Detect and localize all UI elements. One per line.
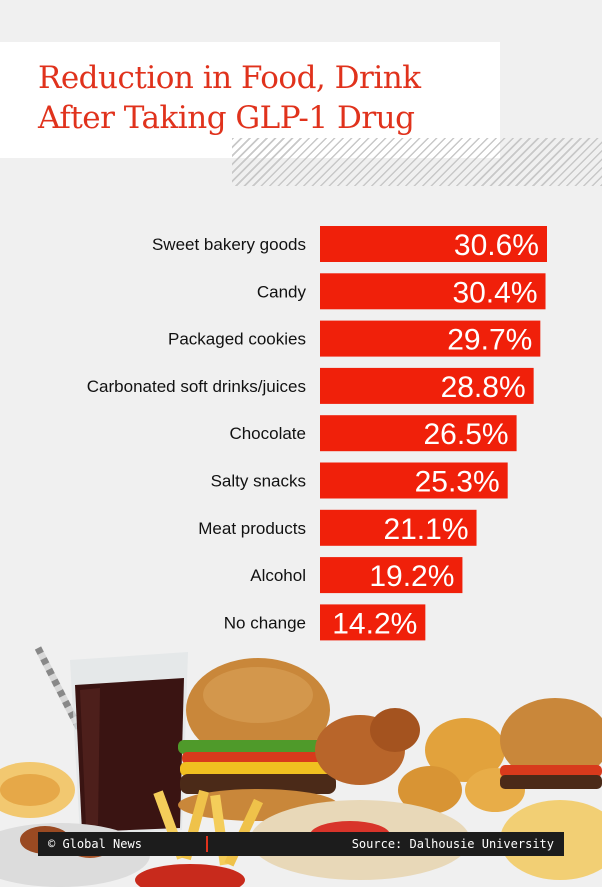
category-label: Meat products [198, 519, 306, 538]
category-label: Chocolate [229, 424, 306, 443]
category-label: Salty snacks [211, 472, 306, 491]
category-label: Sweet bakery goods [152, 235, 306, 254]
title-line-2: After Taking GLP-1 Drug [38, 100, 415, 136]
bar [320, 226, 547, 262]
footer-bar: © Global News Source: Dalhousie Universi… [38, 832, 564, 856]
value-label: 26.5% [424, 418, 509, 451]
category-label: Packaged cookies [168, 330, 306, 349]
value-label: 19.2% [369, 560, 454, 593]
value-label: 30.6% [454, 229, 539, 262]
bar [320, 415, 517, 452]
bar [320, 273, 546, 310]
value-label: 30.4% [452, 276, 537, 309]
source-text: Source: Dalhousie University [351, 837, 554, 851]
category-label: No change [224, 613, 306, 632]
bar [320, 367, 534, 404]
bar [320, 557, 463, 594]
chart-title: Reduction in Food, Drink After Taking GLP… [38, 58, 421, 138]
bar [320, 604, 426, 641]
category-label: Candy [257, 282, 307, 301]
title-line-1: Reduction in Food, Drink [38, 60, 421, 96]
bar [320, 462, 508, 499]
credit-text: © Global News [48, 837, 142, 851]
value-label: 21.1% [383, 513, 468, 546]
category-label: Carbonated soft drinks/juices [87, 377, 306, 396]
bar [320, 320, 541, 357]
value-label: 28.8% [441, 371, 526, 404]
bar [320, 509, 477, 546]
bar-chart: Sweet bakery goods 30.6% Candy 30.4% Package… [87, 226, 547, 641]
value-label: 29.7% [447, 324, 532, 357]
hatch-decoration [232, 138, 602, 186]
value-label: 25.3% [415, 466, 500, 499]
category-label: Alcohol [250, 566, 306, 585]
footer-separator [206, 836, 208, 852]
value-label: 14.2% [332, 607, 417, 640]
